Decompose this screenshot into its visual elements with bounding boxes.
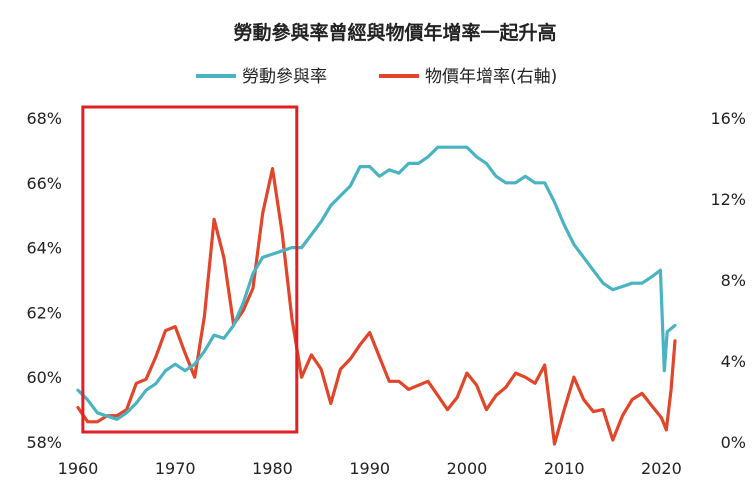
series-line-inflation bbox=[76, 167, 677, 446]
chart-title: 勞動參與率曾經與物價年增率一起升高 bbox=[233, 21, 556, 44]
series-layer bbox=[76, 145, 677, 446]
x-tick-label-1960: 1960 bbox=[58, 459, 99, 478]
x-tick-label-2010: 2010 bbox=[544, 459, 585, 478]
y-right-tick-label-16: 16% bbox=[710, 109, 746, 128]
y-right-tick-label-12: 12% bbox=[710, 190, 746, 209]
y-left-tick-label-62: 62% bbox=[26, 303, 62, 322]
y-left-tick-label-68: 68% bbox=[26, 109, 62, 128]
y-right-tick-label-8: 8% bbox=[721, 271, 746, 290]
y-axis-left: 58% 60% 62% 64% 66% 68% bbox=[26, 109, 62, 452]
legend-label-labor-participation: 勞動參與率 bbox=[242, 67, 327, 87]
x-tick-label-2000: 2000 bbox=[447, 459, 488, 478]
x-tick-label-1970: 1970 bbox=[155, 459, 196, 478]
y-left-tick-label-58: 58% bbox=[26, 433, 62, 452]
x-axis: 1960 1970 1980 1990 2000 2010 2020 bbox=[58, 459, 682, 478]
series-line-labor-participation bbox=[76, 145, 677, 421]
x-tick-label-2020: 2020 bbox=[641, 459, 682, 478]
y-right-tick-label-0: 0% bbox=[721, 433, 746, 452]
x-tick-label-1990: 1990 bbox=[349, 459, 390, 478]
x-tick-label-1980: 1980 bbox=[252, 459, 293, 478]
y-left-tick-label-60: 60% bbox=[26, 368, 62, 387]
legend: 勞動參與率 物價年增率(右軸) bbox=[196, 67, 557, 87]
y-axis-right: 0% 4% 8% 12% 16% bbox=[710, 109, 746, 452]
y-left-tick-label-64: 64% bbox=[26, 239, 62, 258]
y-left-tick-label-66: 66% bbox=[26, 174, 62, 193]
highlight-box bbox=[81, 105, 299, 434]
legend-label-inflation: 物價年增率(右軸) bbox=[425, 67, 557, 87]
highlight-layer bbox=[81, 105, 299, 434]
y-right-tick-label-4: 4% bbox=[721, 352, 746, 371]
